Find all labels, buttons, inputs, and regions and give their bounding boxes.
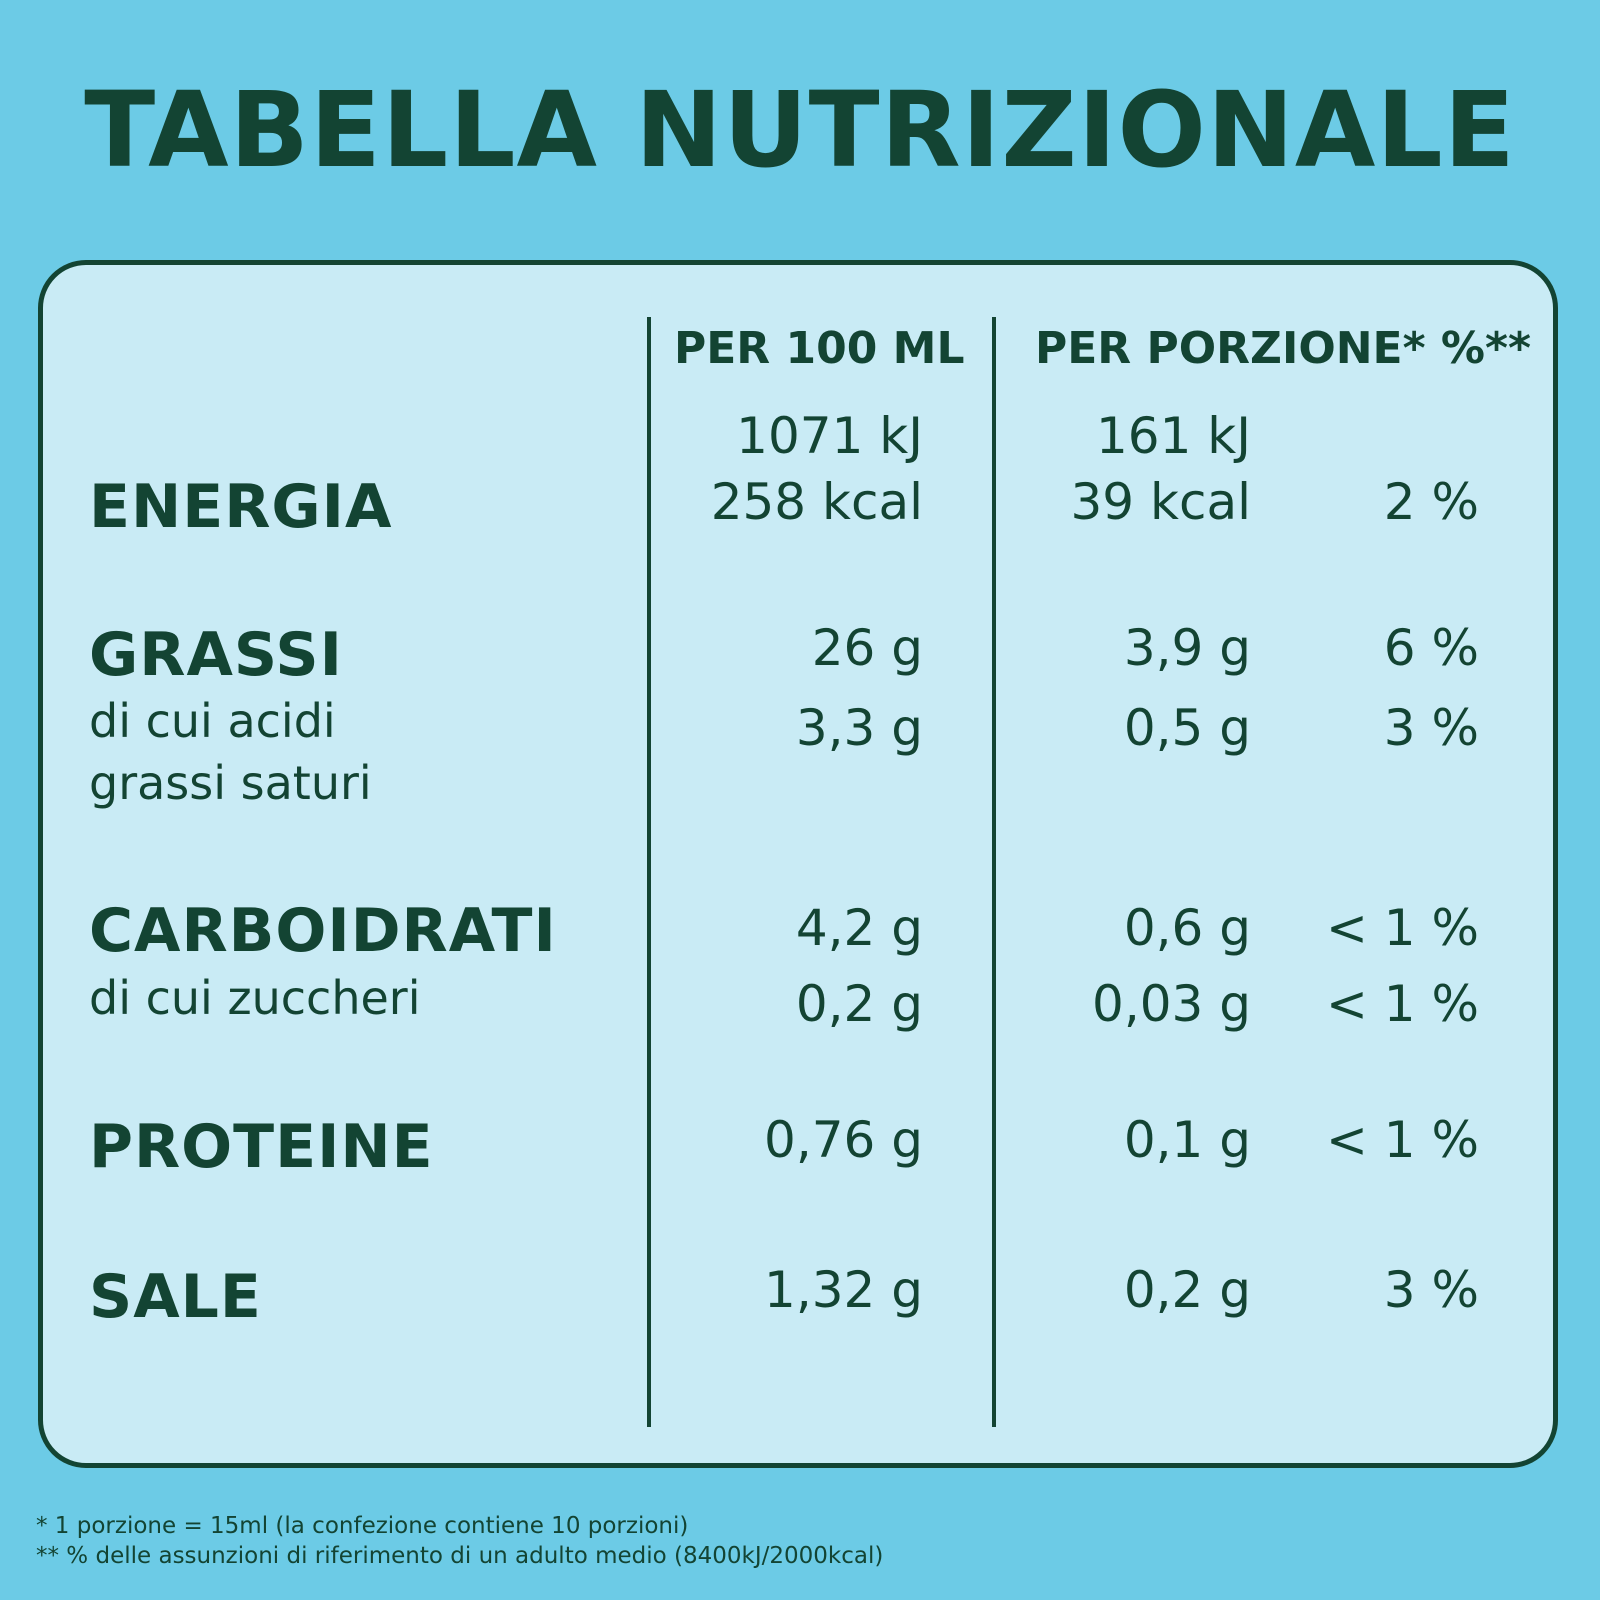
- footnote-portion: * 1 porzione = 15ml (la confezione conti…: [36, 1513, 689, 1539]
- proteine-portion: 0,1 g: [1123, 1111, 1251, 1169]
- zuccheri-portion: 0,03 g: [1092, 975, 1251, 1033]
- nutrition-table: PER 100 ML PER PORZIONE* %** ENERGIA 107…: [38, 260, 1558, 1468]
- row-label-sale: SALE: [89, 1262, 262, 1332]
- carboidrati-pct: < 1 %: [1325, 899, 1479, 957]
- column-divider: [992, 317, 996, 1427]
- column-divider: [647, 317, 651, 1427]
- row-label-proteine: PROTEINE: [89, 1112, 434, 1182]
- carboidrati-portion: 0,6 g: [1123, 899, 1251, 957]
- row-label-energia: ENERGIA: [89, 472, 393, 542]
- zuccheri-per100: 0,2 g: [795, 975, 923, 1033]
- header-per-portion: PER PORZIONE* %**: [1035, 323, 1532, 374]
- zuccheri-pct: < 1 %: [1325, 975, 1479, 1033]
- energia-per100-kcal: 258 kcal: [710, 473, 923, 531]
- header-per-100ml: PER 100 ML: [674, 323, 965, 374]
- row-label-carboidrati: CARBOIDRATI: [89, 896, 557, 966]
- energia-per100-kj: 1071 kJ: [736, 407, 923, 465]
- saturi-pct: 3 %: [1383, 699, 1479, 757]
- energia-pct: 2 %: [1383, 473, 1479, 531]
- proteine-per100: 0,76 g: [764, 1111, 923, 1169]
- grassi-portion: 3,9 g: [1123, 619, 1251, 677]
- sale-per100: 1,32 g: [764, 1261, 923, 1319]
- row-label-saturi-line2: grassi saturi: [89, 756, 372, 810]
- grassi-pct: 6 %: [1383, 619, 1479, 677]
- footnote-reference-intake: ** % delle assunzioni di riferimento di …: [36, 1543, 884, 1569]
- sale-pct: 3 %: [1383, 1261, 1479, 1319]
- row-label-saturi-line1: di cui acidi: [89, 694, 336, 748]
- proteine-pct: < 1 %: [1325, 1111, 1479, 1169]
- energia-portion-kj: 161 kJ: [1095, 407, 1251, 465]
- row-label-grassi: GRASSI: [89, 620, 343, 690]
- saturi-per100: 3,3 g: [795, 699, 923, 757]
- carboidrati-per100: 4,2 g: [795, 899, 923, 957]
- grassi-per100: 26 g: [811, 619, 923, 677]
- page-title: TABELLA NUTRIZIONALE: [84, 69, 1516, 191]
- sale-portion: 0,2 g: [1123, 1261, 1251, 1319]
- energia-portion-kcal: 39 kcal: [1070, 473, 1252, 531]
- row-label-zuccheri: di cui zuccheri: [89, 971, 421, 1025]
- saturi-portion: 0,5 g: [1123, 699, 1251, 757]
